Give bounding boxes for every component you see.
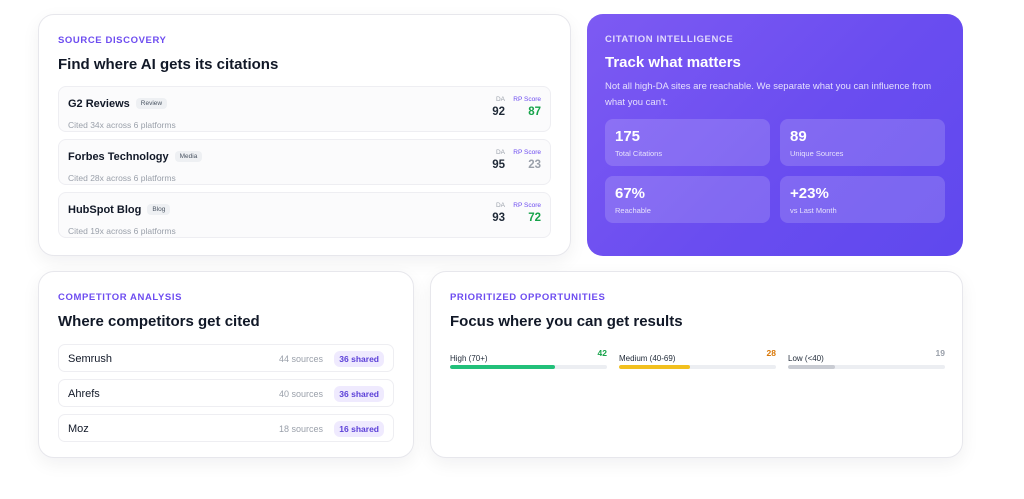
progress-bar <box>619 365 776 369</box>
competitor-analysis-title: Where competitors get cited <box>58 313 260 330</box>
competitor-analysis-card: COMPETITOR ANALYSIS Where competitors ge… <box>38 271 414 458</box>
stat-value: 175 <box>615 128 641 145</box>
stat-unique-sources: 89 Unique Sources <box>780 119 945 166</box>
source-cited-text: Cited 28x across 6 platforms <box>68 173 176 183</box>
competitor-item[interactable]: Moz 18 sources 16 shared <box>58 414 394 442</box>
rp-score-value: 72 <box>528 212 541 224</box>
source-discovery-title: Find where AI gets its citations <box>58 56 279 73</box>
opportunity-count: 28 <box>766 348 776 358</box>
stat-value: 89 <box>790 128 807 145</box>
source-item[interactable]: Forbes Technology Media Cited 28x across … <box>58 139 551 185</box>
da-value: 95 <box>492 159 505 171</box>
source-cited-text: Cited 19x across 6 platforms <box>68 226 176 236</box>
stat-total-citations: 175 Total Citations <box>605 119 770 166</box>
opportunity-label: Low (<40) <box>788 354 824 363</box>
prioritized-opportunities-eyebrow: PRIORITIZED OPPORTUNITIES <box>450 292 606 303</box>
source-name: HubSpot Blog <box>68 203 142 216</box>
stat-value: 67% <box>615 185 646 202</box>
citation-intelligence-eyebrow: CITATION INTELLIGENCE <box>605 34 734 45</box>
citation-intelligence-card: CITATION INTELLIGENCE Track what matters… <box>587 14 963 256</box>
competitor-sources: 40 sources <box>278 389 323 399</box>
source-item[interactable]: HubSpot Blog Blog Cited 19x across 6 plat… <box>58 192 551 238</box>
rp-score-label: RP Score <box>513 96 541 103</box>
stat-vs-last-month: +23% vs Last Month <box>780 176 945 223</box>
opportunity-count: 42 <box>597 348 607 358</box>
competitor-name: Ahrefs <box>68 388 100 400</box>
progress-bar-fill <box>450 365 556 369</box>
rp-score-label: RP Score <box>513 149 541 156</box>
competitor-sources: 18 sources <box>278 424 323 434</box>
domain-authority-metric: DA 95 <box>492 149 505 171</box>
citation-intelligence-title: Track what matters <box>605 54 741 71</box>
shared-badge: 36 shared <box>334 351 384 367</box>
opportunity-label: High (70+) <box>450 354 488 363</box>
rp-score-metric: RP Score 87 <box>513 96 541 118</box>
competitor-analysis-eyebrow: COMPETITOR ANALYSIS <box>58 292 183 303</box>
source-name: Forbes Technology <box>68 150 169 163</box>
competitor-list: Semrush 44 sources 36 shared Ahrefs 40 s… <box>58 344 394 442</box>
da-label: DA <box>495 149 505 156</box>
progress-bar <box>450 365 607 369</box>
source-item[interactable]: G2 Reviews Review Cited 34x across 6 plat… <box>58 86 551 132</box>
prioritized-opportunities-card: PRIORITIZED OPPORTUNITIES Focus where yo… <box>430 271 963 458</box>
source-name: G2 Reviews <box>68 97 130 110</box>
stat-value: +23% <box>790 185 829 202</box>
opportunity-count: 19 <box>935 348 945 358</box>
source-list: G2 Reviews Review Cited 34x across 6 plat… <box>58 86 551 238</box>
domain-authority-metric: DA 93 <box>492 202 505 224</box>
opportunity-medium[interactable]: Medium (40-69) 28 <box>619 348 776 369</box>
stat-label: Total Citations <box>615 149 663 158</box>
da-value: 92 <box>492 106 505 118</box>
progress-bar-fill <box>788 365 836 369</box>
shared-badge: 16 shared <box>334 421 384 437</box>
opportunity-low[interactable]: Low (<40) 19 <box>788 348 945 369</box>
source-type-tag: Media <box>174 151 203 163</box>
competitor-name: Moz <box>68 423 89 435</box>
rp-score-metric: RP Score 23 <box>513 149 541 171</box>
source-discovery-eyebrow: SOURCE DISCOVERY <box>58 35 167 46</box>
prioritized-opportunities-title: Focus where you can get results <box>450 313 683 330</box>
competitor-item[interactable]: Semrush 44 sources 36 shared <box>58 344 394 372</box>
rp-score-label: RP Score <box>513 202 541 209</box>
shared-badge: 36 shared <box>334 386 384 402</box>
stat-label: Reachable <box>615 206 651 215</box>
source-type-tag: Review <box>135 98 168 110</box>
competitor-name: Semrush <box>68 353 113 365</box>
rp-score-value: 87 <box>528 106 541 118</box>
competitor-sources: 44 sources <box>278 354 323 364</box>
citation-intelligence-description: Not all high-DA sites are reachable. We … <box>605 81 932 108</box>
opportunity-buckets: High (70+) 42 Medium (40-69) 28 Low (<40… <box>450 348 945 378</box>
stat-reachable: 67% Reachable <box>605 176 770 223</box>
progress-bar-fill <box>619 365 690 369</box>
competitor-item[interactable]: Ahrefs 40 sources 36 shared <box>58 379 394 407</box>
stat-label: Unique Sources <box>790 149 844 158</box>
rp-score-metric: RP Score 72 <box>513 202 541 224</box>
stat-label: vs Last Month <box>790 206 837 215</box>
source-cited-text: Cited 34x across 6 platforms <box>68 120 176 130</box>
da-label: DA <box>495 202 505 209</box>
rp-score-value: 23 <box>528 159 541 171</box>
da-label: DA <box>495 96 505 103</box>
opportunity-label: Medium (40-69) <box>619 354 676 363</box>
source-type-tag: Blog <box>147 204 171 216</box>
domain-authority-metric: DA 92 <box>492 96 505 118</box>
progress-bar <box>788 365 945 369</box>
opportunity-high[interactable]: High (70+) 42 <box>450 348 607 369</box>
source-discovery-card: SOURCE DISCOVERY Find where AI gets its … <box>38 14 571 256</box>
da-value: 93 <box>492 212 505 224</box>
